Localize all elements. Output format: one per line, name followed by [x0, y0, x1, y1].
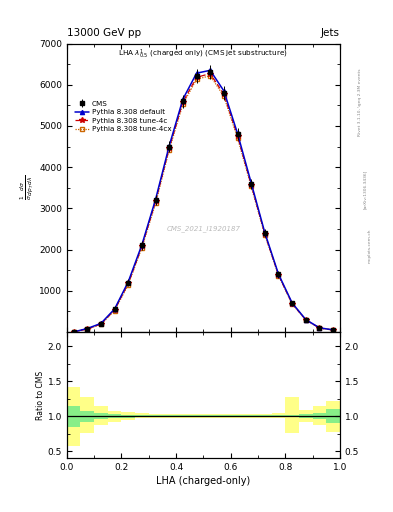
Text: Rivet 3.1.10, \geq 2.3M events: Rivet 3.1.10, \geq 2.3M events — [358, 69, 362, 136]
Pythia 8.308 default — [99, 321, 103, 327]
Pythia 8.308 default — [303, 316, 308, 323]
Pythia 8.308 tune-4cx — [85, 326, 90, 332]
Pythia 8.308 tune-4cx — [153, 200, 158, 206]
Pythia 8.308 tune-4c — [99, 321, 103, 327]
Pythia 8.308 tune-4cx — [140, 244, 144, 250]
Pythia 8.308 tune-4cx — [208, 73, 213, 79]
Pythia 8.308 tune-4c — [263, 231, 267, 237]
Legend: CMS, Pythia 8.308 default, Pythia 8.308 tune-4c, Pythia 8.308 tune-4cx: CMS, Pythia 8.308 default, Pythia 8.308 … — [73, 99, 173, 134]
Pythia 8.308 default — [263, 229, 267, 236]
Pythia 8.308 tune-4c — [126, 280, 130, 286]
Pythia 8.308 tune-4cx — [235, 135, 240, 141]
Pythia 8.308 tune-4c — [276, 272, 281, 278]
Pythia 8.308 tune-4cx — [290, 301, 294, 307]
Pythia 8.308 tune-4c — [180, 99, 185, 105]
Pythia 8.308 tune-4cx — [112, 308, 117, 314]
Line: Pythia 8.308 default: Pythia 8.308 default — [72, 68, 335, 334]
Text: mcplots.cern.ch: mcplots.cern.ch — [367, 228, 371, 263]
Pythia 8.308 tune-4cx — [194, 76, 199, 82]
Text: 13000 GeV pp: 13000 GeV pp — [67, 28, 141, 38]
Pythia 8.308 default — [140, 242, 144, 248]
Pythia 8.308 default — [276, 271, 281, 277]
Pythia 8.308 tune-4c — [71, 329, 76, 335]
Pythia 8.308 tune-4cx — [263, 232, 267, 238]
Pythia 8.308 tune-4c — [249, 182, 253, 188]
Pythia 8.308 tune-4c — [290, 301, 294, 307]
Pythia 8.308 default — [208, 67, 213, 73]
Pythia 8.308 tune-4cx — [331, 327, 336, 333]
Pythia 8.308 tune-4c — [317, 325, 322, 331]
Pythia 8.308 default — [222, 88, 226, 94]
Pythia 8.308 tune-4c — [85, 326, 90, 332]
X-axis label: LHA (charged-only): LHA (charged-only) — [156, 476, 250, 486]
Pythia 8.308 tune-4c — [112, 307, 117, 313]
Text: LHA $\lambda^{1}_{0.5}$ (charged only) (CMS jet substructure): LHA $\lambda^{1}_{0.5}$ (charged only) (… — [118, 48, 288, 61]
Pythia 8.308 tune-4c — [153, 198, 158, 204]
Pythia 8.308 tune-4c — [222, 91, 226, 97]
Pythia 8.308 default — [167, 143, 172, 149]
Line: Pythia 8.308 tune-4cx: Pythia 8.308 tune-4cx — [72, 74, 335, 334]
Pythia 8.308 default — [112, 306, 117, 312]
Pythia 8.308 default — [235, 130, 240, 136]
Pythia 8.308 tune-4c — [208, 71, 213, 77]
Pythia 8.308 tune-4cx — [276, 272, 281, 279]
Text: [arXiv:1306.3436]: [arXiv:1306.3436] — [364, 170, 367, 209]
Pythia 8.308 tune-4cx — [126, 282, 130, 288]
Pythia 8.308 default — [126, 279, 130, 285]
Pythia 8.308 tune-4cx — [99, 322, 103, 328]
Pythia 8.308 default — [331, 327, 336, 333]
Pythia 8.308 tune-4cx — [317, 325, 322, 331]
Pythia 8.308 default — [317, 325, 322, 331]
Pythia 8.308 default — [194, 70, 199, 76]
Line: Pythia 8.308 tune-4c: Pythia 8.308 tune-4c — [71, 71, 336, 335]
Y-axis label: $\frac{1}{\sigma}\frac{d\sigma}{dp_T\,d\lambda}$: $\frac{1}{\sigma}\frac{d\sigma}{dp_T\,d\… — [19, 175, 36, 200]
Pythia 8.308 default — [153, 196, 158, 202]
Pythia 8.308 tune-4cx — [249, 183, 253, 189]
Pythia 8.308 default — [71, 329, 76, 335]
Pythia 8.308 tune-4cx — [180, 101, 185, 107]
Pythia 8.308 tune-4c — [235, 133, 240, 139]
Y-axis label: Ratio to CMS: Ratio to CMS — [36, 371, 45, 420]
Pythia 8.308 tune-4c — [194, 74, 199, 80]
Pythia 8.308 tune-4c — [167, 145, 172, 151]
Pythia 8.308 default — [249, 180, 253, 186]
Pythia 8.308 tune-4cx — [222, 93, 226, 99]
Pythia 8.308 tune-4c — [331, 327, 336, 333]
Pythia 8.308 default — [290, 300, 294, 306]
Pythia 8.308 default — [180, 96, 185, 102]
Pythia 8.308 tune-4c — [303, 317, 308, 323]
Pythia 8.308 tune-4cx — [303, 317, 308, 323]
Pythia 8.308 tune-4cx — [167, 147, 172, 153]
Pythia 8.308 tune-4cx — [71, 329, 76, 335]
Text: CMS_2021_I1920187: CMS_2021_I1920187 — [166, 225, 241, 231]
Pythia 8.308 tune-4c — [140, 243, 144, 249]
Pythia 8.308 default — [85, 326, 90, 332]
Text: Jets: Jets — [321, 28, 340, 38]
